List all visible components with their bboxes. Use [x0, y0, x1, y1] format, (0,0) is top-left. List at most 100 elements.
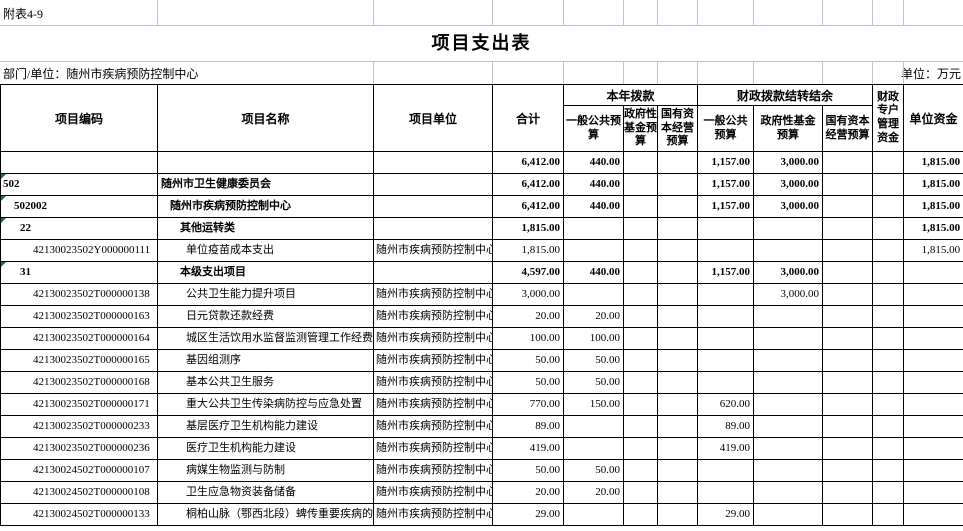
cell-project-code[interactable]: 42130023502T000000168	[0, 371, 158, 394]
cell-project-code[interactable]	[0, 151, 158, 174]
cell-unit-funds[interactable]	[903, 349, 963, 372]
cell-current-gov-fund-budget[interactable]	[623, 371, 658, 394]
cell-current-state-capital-budget[interactable]	[656, 393, 699, 416]
header-total[interactable]: 合计	[492, 84, 564, 152]
cell-current-general-budget[interactable]: 20.00	[563, 481, 624, 504]
cell-project-unit[interactable]: 随州市疾病预防控制中心	[373, 459, 493, 482]
cell-total[interactable]: 6,412.00	[492, 195, 564, 218]
cell-carryover-state-capital-budget[interactable]	[822, 503, 874, 526]
cell-project-code[interactable]: 42130024502T000000107	[0, 459, 158, 482]
header-carryover-state-capital-budget[interactable]: 国有资本 经营预算	[822, 105, 874, 152]
cell-project-name[interactable]: 城区生活饮用水监督监测管理工作经费	[157, 327, 374, 350]
cell-unit-funds[interactable]	[903, 459, 963, 482]
cell-current-state-capital-budget[interactable]	[656, 349, 699, 372]
cell-unit-funds[interactable]	[903, 327, 963, 350]
cell-project-code[interactable]: 22	[0, 217, 158, 240]
cell-current-gov-fund-budget[interactable]	[623, 217, 658, 240]
cell-project-name[interactable]: 桐柏山脉（鄂西北段）蜱传重要疾病的监	[157, 503, 374, 526]
cell-current-state-capital-budget[interactable]	[656, 173, 699, 196]
cell-project-name[interactable]: 随州市疾病预防控制中心	[157, 195, 374, 218]
cell-carryover-gov-fund-budget[interactable]: 3,000.00	[753, 195, 824, 218]
cell-current-state-capital-budget[interactable]	[656, 481, 699, 504]
cell-total[interactable]: 100.00	[492, 327, 564, 350]
cell-project-code[interactable]: 42130023502Y000000111	[0, 239, 158, 262]
cell-carryover-state-capital-budget[interactable]	[822, 349, 874, 372]
cell-current-general-budget[interactable]: 440.00	[563, 261, 624, 284]
cell-project-unit[interactable]: 随州市疾病预防控制中心	[373, 481, 493, 504]
cell-current-general-budget[interactable]: 20.00	[563, 305, 624, 328]
cell-project-unit[interactable]: 随州市疾病预防控制中心	[373, 437, 493, 460]
cell-project-unit[interactable]	[373, 195, 493, 218]
cell-fiscal-special-account[interactable]	[872, 459, 905, 482]
cell-total[interactable]: 4,597.00	[492, 261, 564, 284]
cell-carryover-state-capital-budget[interactable]	[822, 393, 874, 416]
cell-project-code[interactable]: 42130023502T000000165	[0, 349, 158, 372]
cell-carryover-gov-fund-budget[interactable]	[753, 393, 824, 416]
cell-current-gov-fund-budget[interactable]	[623, 393, 658, 416]
cell-unit-funds[interactable]	[903, 305, 963, 328]
cell-project-code[interactable]: 42130023502T000000164	[0, 327, 158, 350]
cell-fiscal-special-account[interactable]	[872, 415, 905, 438]
cell-total[interactable]: 1,815.00	[492, 217, 564, 240]
cell-carryover-state-capital-budget[interactable]	[822, 437, 874, 460]
cell-project-unit[interactable]	[373, 151, 493, 174]
cell-carryover-gov-fund-budget[interactable]	[753, 371, 824, 394]
cell-project-name[interactable]: 公共卫生能力提升项目	[157, 283, 374, 306]
attachment-label[interactable]: 附表4-9	[3, 7, 43, 21]
cell-total[interactable]: 29.00	[492, 503, 564, 526]
cell-total[interactable]: 6,412.00	[492, 173, 564, 196]
cell-carryover-general-budget[interactable]	[697, 239, 755, 262]
cell-carryover-state-capital-budget[interactable]	[822, 371, 874, 394]
cell-current-state-capital-budget[interactable]	[656, 327, 699, 350]
cell-project-name[interactable]: 单位疫苗成本支出	[157, 239, 374, 262]
cell-project-unit[interactable]: 随州市疾病预防控制中心	[373, 371, 493, 394]
cell-carryover-gov-fund-budget[interactable]: 3,000.00	[753, 173, 824, 196]
cell-fiscal-special-account[interactable]	[872, 481, 905, 504]
cell-current-state-capital-budget[interactable]	[656, 239, 699, 262]
header-current-gov-fund-budget[interactable]: 政府性 基金预 算	[623, 105, 658, 152]
cell-current-state-capital-budget[interactable]	[656, 415, 699, 438]
cell-current-gov-fund-budget[interactable]	[623, 151, 658, 174]
cell-fiscal-special-account[interactable]	[872, 261, 905, 284]
cell-project-name[interactable]: 卫生应急物资装备储备	[157, 481, 374, 504]
cell-current-state-capital-budget[interactable]	[656, 217, 699, 240]
cell-unit-funds[interactable]: 1,815.00	[903, 239, 963, 262]
cell-total[interactable]: 20.00	[492, 481, 564, 504]
cell-fiscal-special-account[interactable]	[872, 151, 905, 174]
cell-project-code[interactable]: 31	[0, 261, 158, 284]
cell-project-name[interactable]: 日元贷款还款经费	[157, 305, 374, 328]
cell-unit-funds[interactable]: 1,815.00	[903, 195, 963, 218]
cell-carryover-state-capital-budget[interactable]	[822, 283, 874, 306]
cell-carryover-state-capital-budget[interactable]	[822, 261, 874, 284]
cell-current-gov-fund-budget[interactable]	[623, 305, 658, 328]
cell-current-gov-fund-budget[interactable]	[623, 349, 658, 372]
cell-project-code[interactable]: 42130024502T000000108	[0, 481, 158, 504]
cell-carryover-gov-fund-budget[interactable]	[753, 217, 824, 240]
cell-project-name[interactable]	[157, 151, 374, 174]
cell-carryover-general-budget[interactable]	[697, 481, 755, 504]
header-project-name[interactable]: 项目名称	[157, 84, 374, 152]
cell-total[interactable]: 3,000.00	[492, 283, 564, 306]
cell-current-gov-fund-budget[interactable]	[623, 415, 658, 438]
cell-carryover-state-capital-budget[interactable]	[822, 151, 874, 174]
cell-carryover-gov-fund-budget[interactable]: 3,000.00	[753, 151, 824, 174]
cell-unit-funds[interactable]: 1,815.00	[903, 151, 963, 174]
cell-total[interactable]: 20.00	[492, 305, 564, 328]
cell-carryover-gov-fund-budget[interactable]	[753, 327, 824, 350]
cell-carryover-general-budget[interactable]	[697, 327, 755, 350]
cell-current-gov-fund-budget[interactable]	[623, 239, 658, 262]
cell-project-code[interactable]: 42130023502T000000163	[0, 305, 158, 328]
cell-carryover-general-budget[interactable]: 1,157.00	[697, 173, 755, 196]
header-unit-funds[interactable]: 单位资金	[903, 84, 963, 152]
cell-current-gov-fund-budget[interactable]	[623, 503, 658, 526]
cell-current-gov-fund-budget[interactable]	[623, 437, 658, 460]
cell-current-gov-fund-budget[interactable]	[623, 173, 658, 196]
cell-current-general-budget[interactable]	[563, 503, 624, 526]
cell-current-general-budget[interactable]: 50.00	[563, 371, 624, 394]
header-carryover-general-budget[interactable]: 一般公共 预算	[697, 105, 755, 152]
cell-project-unit[interactable]: 随州市疾病预防控制中心	[373, 503, 493, 526]
cell-carryover-general-budget[interactable]	[697, 305, 755, 328]
cell-carryover-general-budget[interactable]: 1,157.00	[697, 195, 755, 218]
header-current-state-capital-budget[interactable]: 国有资 本经营 预算	[656, 105, 699, 152]
cell-total[interactable]: 50.00	[492, 349, 564, 372]
